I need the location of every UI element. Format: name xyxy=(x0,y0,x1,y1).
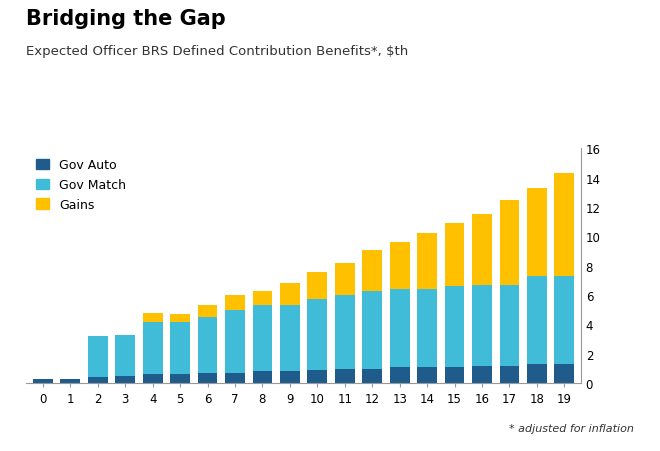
Bar xyxy=(170,314,190,322)
Text: Bridging the Gap: Bridging the Gap xyxy=(26,9,226,29)
Bar xyxy=(88,377,108,383)
Bar xyxy=(390,243,410,290)
Bar xyxy=(253,291,273,306)
Bar xyxy=(225,295,245,310)
Bar xyxy=(417,290,437,367)
Bar xyxy=(527,189,546,276)
Bar xyxy=(280,284,300,306)
Bar xyxy=(554,276,574,364)
Text: * adjusted for inflation: * adjusted for inflation xyxy=(509,423,634,433)
Bar xyxy=(445,367,465,383)
Bar xyxy=(253,306,273,372)
Bar xyxy=(445,224,465,287)
Bar xyxy=(390,367,410,383)
Bar xyxy=(197,373,217,383)
Bar xyxy=(280,372,300,383)
Bar xyxy=(143,313,162,322)
Bar xyxy=(554,364,574,383)
Text: Expected Officer BRS Defined Contribution Benefits*, $th: Expected Officer BRS Defined Contributio… xyxy=(26,45,409,58)
Bar xyxy=(417,234,437,290)
Bar xyxy=(197,306,217,318)
Bar xyxy=(33,379,53,383)
Bar xyxy=(143,374,162,383)
Bar xyxy=(88,336,108,377)
Bar xyxy=(500,285,519,366)
Bar xyxy=(170,374,190,383)
Bar xyxy=(390,290,410,367)
Bar xyxy=(115,376,135,383)
Bar xyxy=(472,215,492,285)
Bar xyxy=(335,369,354,383)
Bar xyxy=(472,366,492,383)
Bar xyxy=(362,250,382,291)
Bar xyxy=(500,366,519,383)
Bar xyxy=(500,200,519,285)
Bar xyxy=(197,318,217,373)
Bar xyxy=(335,295,354,369)
Bar xyxy=(280,306,300,372)
Bar xyxy=(115,335,135,376)
Bar xyxy=(143,322,162,374)
Bar xyxy=(308,272,327,300)
Bar xyxy=(445,287,465,367)
Bar xyxy=(554,174,574,276)
Legend: Gov Auto, Gov Match, Gains: Gov Auto, Gov Match, Gains xyxy=(32,155,129,215)
Bar xyxy=(362,369,382,383)
Bar xyxy=(225,373,245,383)
Bar xyxy=(527,364,546,383)
Bar xyxy=(417,367,437,383)
Bar xyxy=(527,276,546,364)
Bar xyxy=(170,322,190,374)
Bar xyxy=(253,372,273,383)
Bar xyxy=(308,300,327,370)
Bar xyxy=(308,370,327,383)
Bar xyxy=(61,379,81,383)
Bar xyxy=(225,310,245,373)
Bar xyxy=(335,263,354,295)
Bar xyxy=(472,285,492,366)
Bar xyxy=(362,291,382,369)
